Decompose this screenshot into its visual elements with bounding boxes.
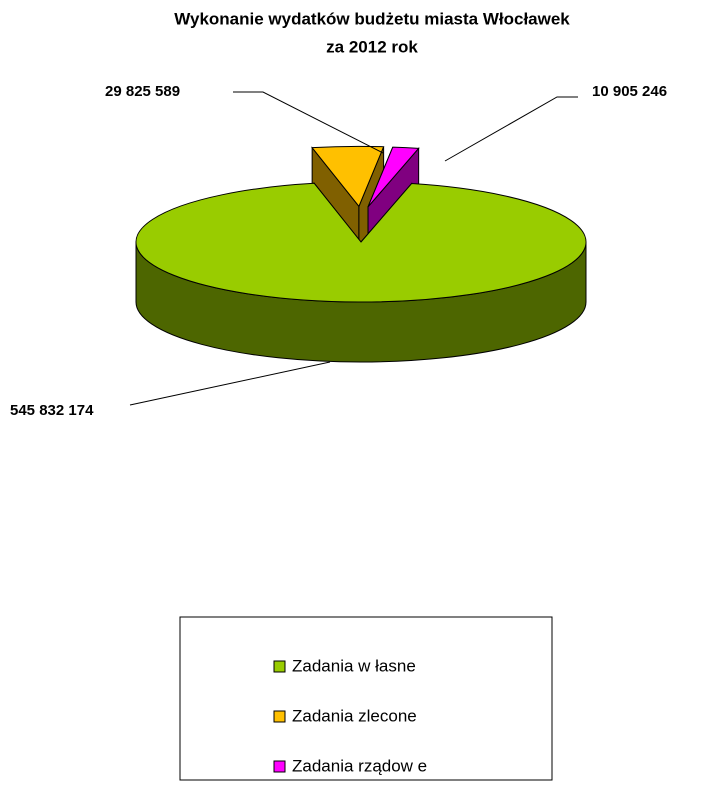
legend-label: Zadania w łasne [292,656,416,675]
leader-line [233,91,384,154]
leader-line [129,361,331,406]
legend-label: Zadania rządow e [292,756,427,775]
legend-swatch [273,710,286,723]
data-label: 10 905 246 [592,83,667,100]
legend-box [179,616,553,781]
legend-label: Zadania zlecone [292,706,417,725]
slice-top [311,145,385,208]
data-label: 29 825 589 [105,83,180,100]
legend-swatch [273,760,286,773]
legend-swatch [273,660,286,673]
pie-slice [135,181,587,363]
slice-top [367,146,420,208]
slice-top [135,182,587,303]
leader-line [444,96,578,162]
data-label: 545 832 174 [10,402,94,419]
chart-title: Wykonanie wydatków budżetu miasta Włocła… [174,9,570,28]
chart-title: za 2012 rok [326,37,418,56]
